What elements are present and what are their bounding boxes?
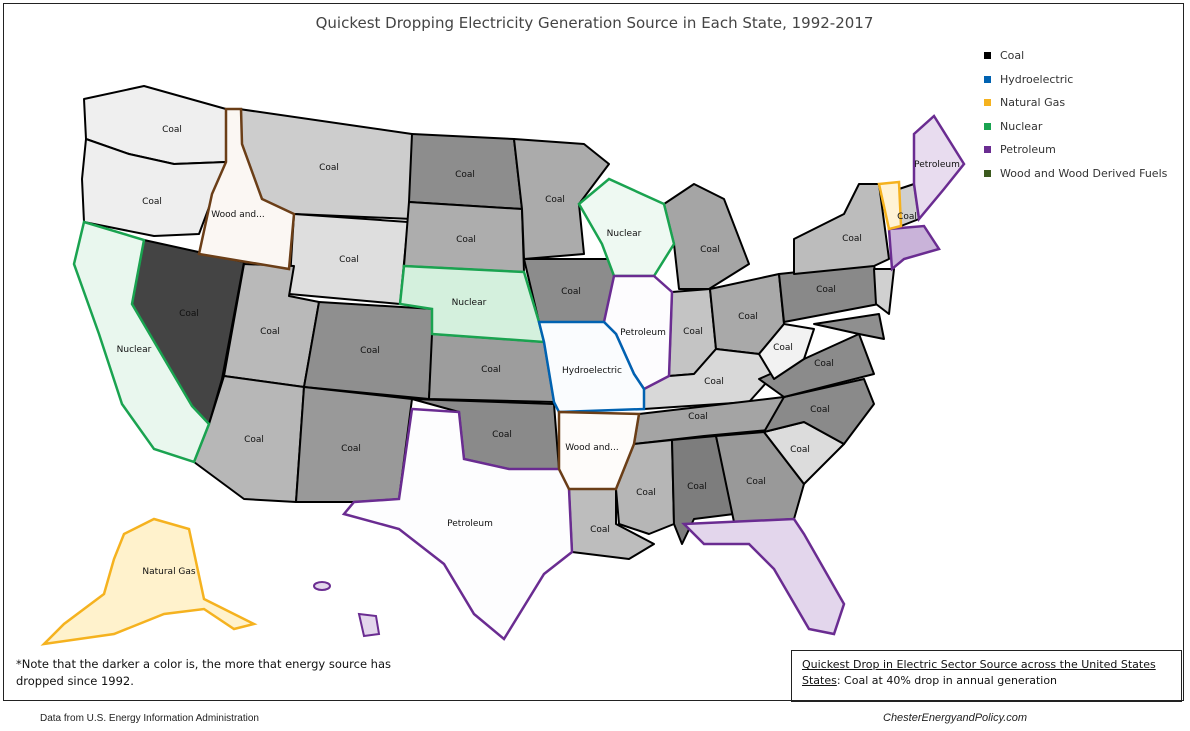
state-ma-ri-ct — [889, 226, 939, 269]
legend-item-coal: Coal — [984, 44, 1167, 68]
label-nc: Coal — [810, 405, 830, 415]
legend-label: Natural Gas — [1000, 96, 1065, 109]
summary-body-prefix: States — [802, 674, 837, 687]
summary-heading: Quickest Drop in Electric Sector Source … — [802, 658, 1156, 671]
label-sd: Coal — [456, 235, 476, 245]
legend-label: Hydroelectric — [1000, 73, 1073, 86]
label-ut: Coal — [260, 327, 280, 337]
credit-text: ChesterEnergyandPolicy.com — [883, 712, 1027, 724]
legend: Coal Hydroelectric Natural Gas Nuclear Petro… — [984, 44, 1167, 185]
legend-label: Nuclear — [1000, 120, 1042, 133]
legend-item-natural-gas: Natural Gas — [984, 91, 1167, 115]
label-mn: Coal — [545, 195, 565, 205]
label-in: Coal — [683, 327, 703, 337]
label-tx: Petroleum — [447, 519, 493, 529]
label-wi: Nuclear — [607, 229, 642, 239]
label-nm: Coal — [341, 444, 361, 454]
legend-label: Petroleum — [1000, 143, 1056, 156]
label-mo: Hydroelectric — [562, 366, 622, 376]
label-ks: Coal — [481, 365, 501, 375]
legend-swatch — [984, 52, 991, 59]
legend-label: Wood and Wood Derived Fuels — [1000, 167, 1167, 180]
label-id: Wood and... — [211, 210, 264, 220]
label-il: Petroleum — [620, 328, 666, 338]
label-oh: Coal — [738, 312, 758, 322]
legend-swatch — [984, 76, 991, 83]
label-ar: Wood and... — [565, 443, 618, 453]
label-wa: Coal — [162, 125, 182, 135]
state-mi — [664, 184, 749, 289]
label-me: Petroleum — [914, 160, 960, 170]
label-wv: Coal — [773, 343, 793, 353]
label-nh: Coal — [897, 212, 917, 222]
label-ia: Coal — [561, 287, 581, 297]
legend-item-petroleum: Petroleum — [984, 138, 1167, 162]
legend-swatch — [984, 123, 991, 130]
label-nd: Coal — [455, 170, 475, 180]
label-ga: Coal — [746, 477, 766, 487]
label-ky: Coal — [704, 377, 724, 387]
label-al: Coal — [687, 482, 707, 492]
state-hi — [359, 614, 379, 636]
legend-item-nuclear: Nuclear — [984, 115, 1167, 139]
label-ca: Nuclear — [117, 345, 152, 355]
label-ms: Coal — [636, 488, 656, 498]
state-ny — [794, 184, 889, 274]
label-nv: Coal — [179, 309, 199, 319]
label-co: Coal — [360, 346, 380, 356]
label-ok: Coal — [492, 430, 512, 440]
summary-box: Quickest Drop in Electric Sector Source … — [791, 650, 1182, 702]
map-frame: Quickest Dropping Electricity Generation… — [3, 3, 1184, 701]
legend-swatch — [984, 99, 991, 106]
label-va: Coal — [814, 359, 834, 369]
label-az: Coal — [244, 435, 264, 445]
note-text: *Note that the darker a color is, the mo… — [16, 656, 436, 690]
state-nj — [874, 269, 894, 314]
legend-label: Coal — [1000, 49, 1024, 62]
state-md — [814, 314, 884, 339]
label-ny: Coal — [842, 234, 862, 244]
label-mt: Coal — [319, 163, 339, 173]
state-fl — [684, 519, 844, 634]
label-wy: Coal — [339, 255, 359, 265]
state-ak — [44, 519, 254, 644]
label-sc: Coal — [790, 445, 810, 455]
summary-body: : Coal at 40% drop in annual generation — [837, 674, 1057, 687]
label-ak: Natural Gas — [142, 567, 196, 577]
label-or: Coal — [142, 197, 162, 207]
label-pa: Coal — [816, 285, 836, 295]
legend-item-wood-and-wood-derived-fuels: Wood and Wood Derived Fuels — [984, 162, 1167, 186]
label-tn: Coal — [688, 412, 708, 422]
label-mi: Coal — [700, 245, 720, 255]
label-la: Coal — [590, 525, 610, 535]
legend-swatch — [984, 146, 991, 153]
state-hi-islands — [314, 582, 330, 590]
label-ne: Nuclear — [452, 298, 487, 308]
source-text: Data from U.S. Energy Information Admini… — [40, 713, 259, 724]
legend-item-hydroelectric: Hydroelectric — [984, 68, 1167, 92]
legend-swatch — [984, 170, 991, 177]
